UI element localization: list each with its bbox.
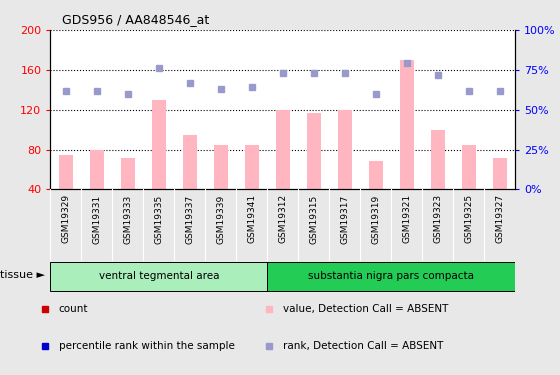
Text: ventral tegmental area: ventral tegmental area: [99, 271, 219, 281]
Bar: [400, 60, 414, 189]
Bar: [121, 158, 135, 189]
Text: GSM19319: GSM19319: [371, 194, 380, 244]
Bar: [183, 135, 197, 189]
Bar: [431, 130, 445, 189]
Text: GSM19312: GSM19312: [278, 194, 287, 243]
Text: GSM19341: GSM19341: [248, 194, 256, 243]
Text: count: count: [59, 304, 88, 314]
Bar: [493, 158, 507, 189]
Text: substantia nigra pars compacta: substantia nigra pars compacta: [308, 271, 474, 281]
Text: GSM19325: GSM19325: [464, 194, 473, 243]
Text: GSM19315: GSM19315: [309, 194, 318, 244]
Text: GSM19337: GSM19337: [185, 194, 194, 244]
Bar: [462, 144, 475, 189]
Bar: [369, 162, 382, 189]
FancyBboxPatch shape: [267, 262, 515, 291]
Bar: [276, 110, 290, 189]
Text: GSM19323: GSM19323: [433, 194, 442, 243]
Text: GDS956 / AA848546_at: GDS956 / AA848546_at: [62, 13, 209, 26]
Text: GSM19333: GSM19333: [123, 194, 132, 244]
Bar: [214, 144, 228, 189]
Text: GSM19335: GSM19335: [155, 194, 164, 244]
Bar: [90, 150, 104, 189]
Text: GSM19331: GSM19331: [92, 194, 101, 244]
Bar: [59, 154, 73, 189]
Text: GSM19339: GSM19339: [216, 194, 225, 244]
Text: GSM19321: GSM19321: [402, 194, 411, 243]
Bar: [152, 100, 166, 189]
Text: value, Detection Call = ABSENT: value, Detection Call = ABSENT: [283, 304, 448, 314]
Text: rank, Detection Call = ABSENT: rank, Detection Call = ABSENT: [283, 341, 443, 351]
Text: GSM19329: GSM19329: [62, 194, 71, 243]
Bar: [338, 110, 352, 189]
Text: percentile rank within the sample: percentile rank within the sample: [59, 341, 235, 351]
FancyBboxPatch shape: [50, 262, 267, 291]
Text: GSM19317: GSM19317: [340, 194, 349, 244]
Text: tissue ►: tissue ►: [0, 270, 45, 280]
Bar: [245, 144, 259, 189]
Text: GSM19327: GSM19327: [495, 194, 504, 243]
Bar: [307, 112, 321, 189]
